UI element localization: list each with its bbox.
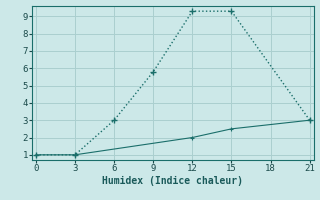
X-axis label: Humidex (Indice chaleur): Humidex (Indice chaleur) — [102, 176, 243, 186]
